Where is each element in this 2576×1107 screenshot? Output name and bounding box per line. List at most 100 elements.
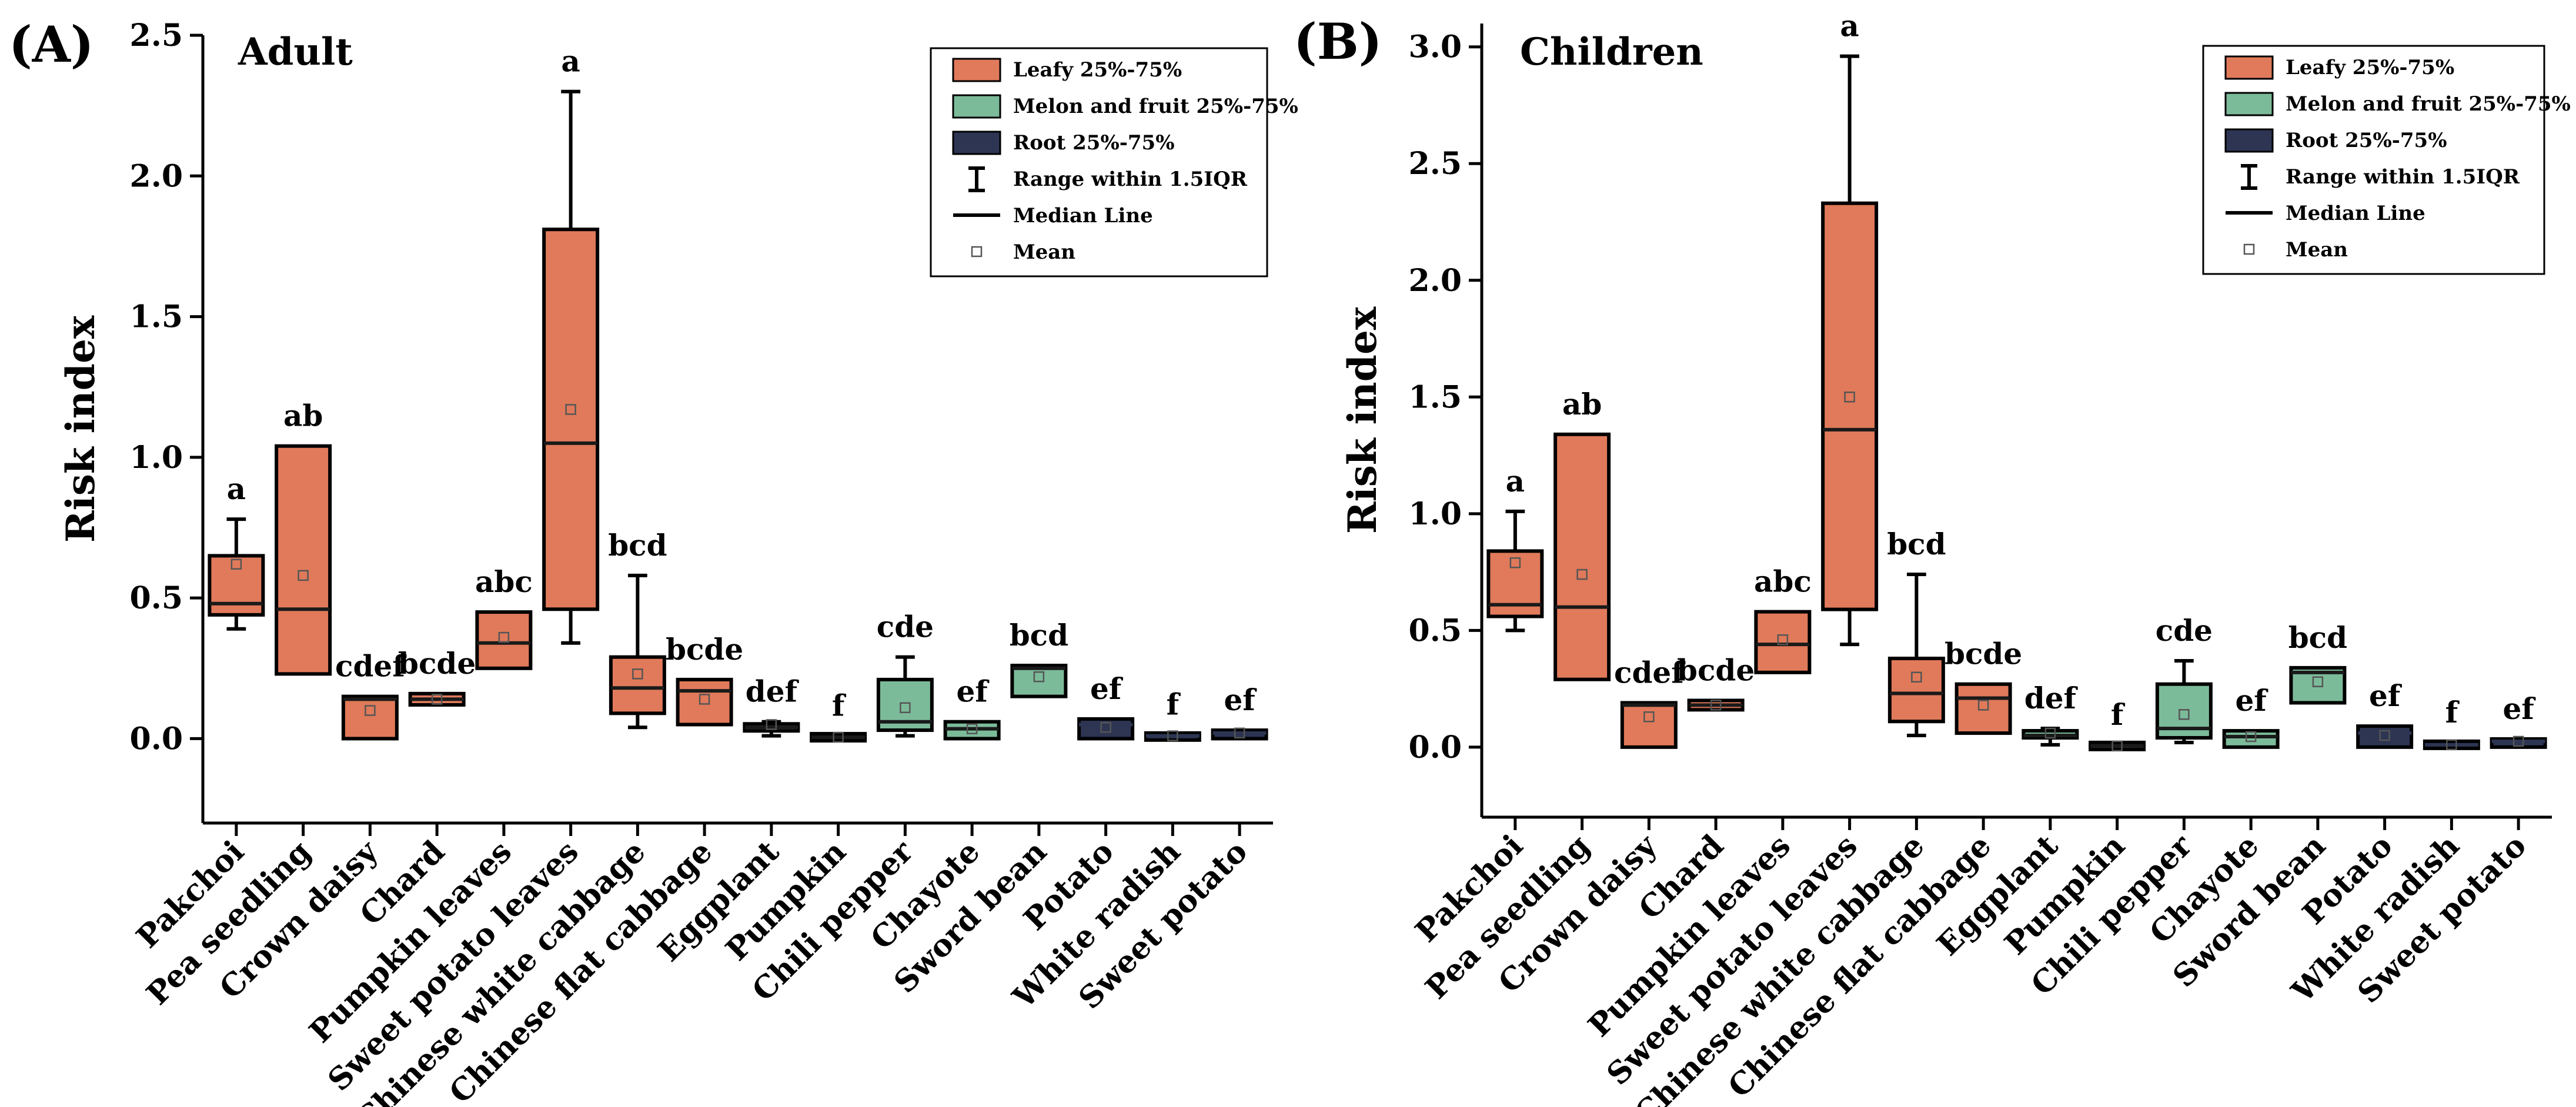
y-tick-label: 3.0 <box>1409 29 1462 65</box>
iqr-box <box>1077 717 1135 741</box>
mean-marker <box>1100 722 1111 733</box>
legend-label: Leafy 25%-75% <box>2286 56 2454 79</box>
iqr-box <box>2356 724 2414 749</box>
iqr-box <box>1620 701 1678 749</box>
iqr-box <box>609 655 666 715</box>
mean-marker <box>498 631 510 643</box>
y-axis-label: Risk index <box>1339 306 1385 534</box>
mean-marker <box>766 719 777 730</box>
significance-label: bcd <box>1887 527 1946 561</box>
panel-title: Children <box>1520 30 1703 74</box>
panel-label: (B) <box>1294 12 1382 71</box>
mean-marker <box>966 723 978 734</box>
legend-item: Range within 1.5IQR <box>968 166 1248 192</box>
significance-label: ef <box>956 674 990 709</box>
mean-marker <box>2179 709 2190 720</box>
y-axis-label: Risk index <box>58 315 103 543</box>
significance-label: ab <box>1562 387 1602 422</box>
iqr-box <box>1486 549 1544 618</box>
legend-item: Mean <box>971 240 1075 264</box>
mean-marker <box>1977 700 1989 711</box>
legend-swatch <box>952 58 1001 82</box>
significance-label: ab <box>283 399 323 433</box>
iqr-box <box>475 610 533 670</box>
legend-frame <box>2202 45 2545 275</box>
mean-marker <box>900 702 911 714</box>
significance-label: cdef <box>1614 655 1686 690</box>
mean-marker <box>2446 739 2457 751</box>
legend-label: Median Line <box>2286 202 2425 225</box>
panel-label: (A) <box>9 15 94 73</box>
legend-item: Leafy 25%-75% <box>2224 55 2454 80</box>
significance-label: bcde <box>1677 653 1755 687</box>
y-tick-label: 0.0 <box>130 721 183 757</box>
mean-marker <box>2379 730 2390 741</box>
legend-label: Mean <box>1013 240 1075 264</box>
mean-marker <box>699 694 710 705</box>
iqr-box <box>2222 729 2280 749</box>
significance-label: ef <box>2235 683 2268 718</box>
mean-marker <box>2512 735 2524 747</box>
significance-label: abc <box>475 564 533 599</box>
significance-label: ef <box>1090 671 1124 706</box>
iqr-box <box>1954 682 2012 735</box>
legend-item: Mean <box>2243 238 2348 262</box>
iqr-box <box>1553 432 1611 681</box>
significance-label: cdef <box>335 649 407 684</box>
legend-label: Mean <box>2286 238 2348 262</box>
legend-swatch <box>2224 92 2274 116</box>
mean-marker <box>1509 557 1521 568</box>
significance-label: f <box>1167 687 1181 721</box>
legend-item: Leafy 25%-75% <box>952 58 1182 82</box>
legend-label: Range within 1.5IQR <box>1013 168 1248 191</box>
y-tick-label: 1.0 <box>1409 496 1462 532</box>
legend-label: Root 25%-75% <box>1013 131 1175 155</box>
y-tick-label: 1.0 <box>130 440 183 476</box>
iqr-box <box>275 444 332 676</box>
y-tick-label: 2.0 <box>130 158 183 194</box>
significance-label: a <box>227 471 246 506</box>
mean-marker <box>632 668 643 680</box>
mean-marker <box>1167 730 1178 741</box>
mean-marker <box>1576 568 1588 580</box>
y-tick-label: 1.5 <box>130 299 183 335</box>
legend-item: Range within 1.5IQR <box>2241 164 2520 190</box>
mean-marker <box>2044 727 2056 739</box>
legend-swatch <box>952 131 1001 155</box>
mean-marker <box>1710 700 1722 711</box>
legend-label: Melon and fruit 25%-75% <box>2286 92 2571 116</box>
significance-label: bcde <box>666 632 743 667</box>
significance-label: ef <box>2503 691 2536 726</box>
significance-label: def <box>746 674 800 709</box>
y-tick-label: 0.5 <box>130 580 183 616</box>
significance-label: ef <box>2369 678 2403 713</box>
y-tick-label: 2.0 <box>1409 263 1462 299</box>
iqr-box <box>208 554 265 617</box>
iqr-box <box>1887 657 1945 724</box>
iqr-box <box>542 228 600 611</box>
mean-marker <box>1643 711 1655 723</box>
legend-swatch <box>952 94 1001 119</box>
mean-marker <box>2245 731 2257 743</box>
iqr-box <box>341 694 399 741</box>
legend-label: Leafy 25%-75% <box>1013 58 1182 82</box>
y-tick-label: 2.5 <box>1409 146 1462 182</box>
iqr-box <box>1821 201 1879 611</box>
significance-label: ef <box>1224 683 1257 717</box>
legend-item: Melon and fruit 25%-75% <box>2224 92 2571 116</box>
significance-label: f <box>2445 695 2460 730</box>
significance-label: cde <box>877 610 934 644</box>
mean-marker <box>1844 392 1855 403</box>
significance-label: cde <box>2156 613 2213 648</box>
significance-label: a <box>561 44 580 79</box>
y-tick-label: 0.0 <box>1409 730 1462 765</box>
y-tick-label: 0.5 <box>1409 613 1462 648</box>
mean-marker <box>1777 634 1789 646</box>
legend-label: Median Line <box>1013 204 1153 228</box>
iqr-box <box>1754 610 1812 674</box>
significance-label: f <box>832 688 847 723</box>
